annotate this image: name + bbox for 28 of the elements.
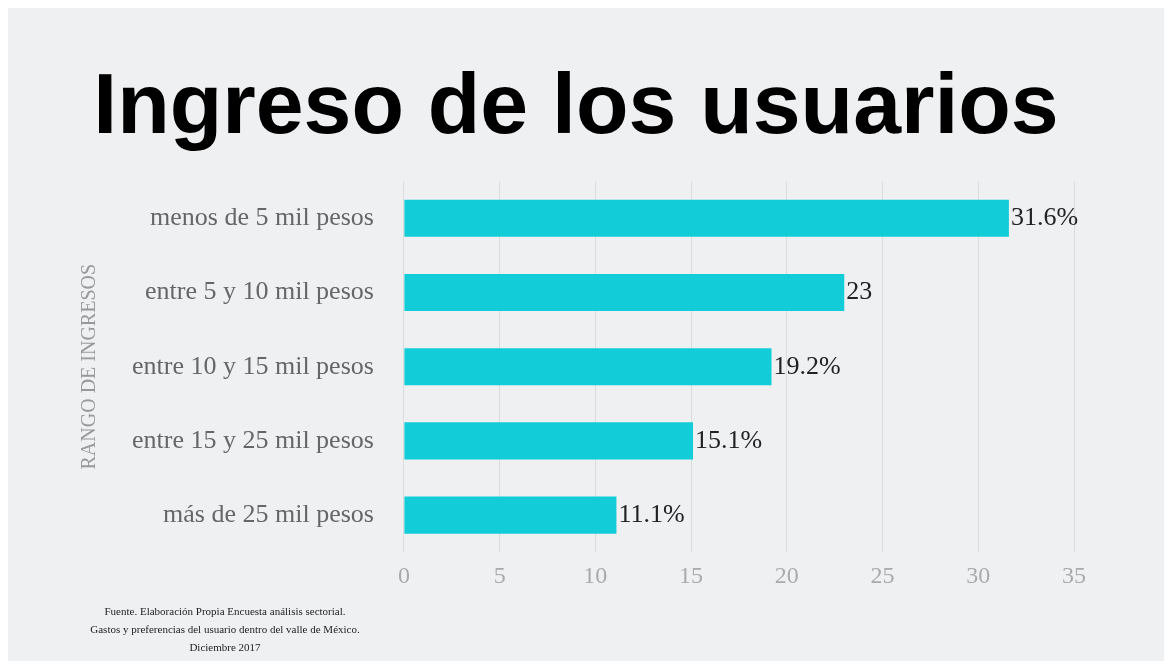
bar [404,422,694,460]
y-tick-label: más de 25 mil pesos [163,498,374,528]
x-tick-label: 25 [870,561,895,588]
y-tick-label: entre 10 y 15 mil pesos [131,350,374,380]
y-tick-label: entre 15 y 25 mil pesos [131,424,374,454]
source-note: Fuente. Elaboración Propia Encuesta análisis sectorial. [104,604,346,617]
bar [404,348,772,386]
bar [404,273,845,312]
x-tick-label: 0 [397,561,410,588]
data-label: 23 [846,276,873,306]
x-tick-label: 15 [679,561,704,588]
x-tick-label: 20 [774,561,799,588]
data-label: 19.2% [773,350,841,380]
data-label: 15.1% [695,424,763,454]
x-tick-label: 35 [1062,561,1086,588]
y-tick-label: entre 5 y 10 mil pesos [144,276,374,306]
bar [404,199,1009,237]
x-tick-label: 30 [966,561,991,588]
y-tick-label: menos de 5 mil pesos [150,202,374,232]
text: Diciembre 2017 [189,640,262,653]
y-axis-title: RANGO DE INGRESOS [77,263,100,470]
text: Gastos y preferencias del usuario dentro del valle de México. [90,622,360,635]
chart-title: Ingreso de los usuarios [93,55,1059,152]
x-tick-label: 5 [493,561,506,588]
bar [404,496,617,534]
data-label: 31.6% [1010,202,1079,232]
data-label: 11.1% [618,498,685,528]
x-tick-label: 10 [583,561,608,588]
